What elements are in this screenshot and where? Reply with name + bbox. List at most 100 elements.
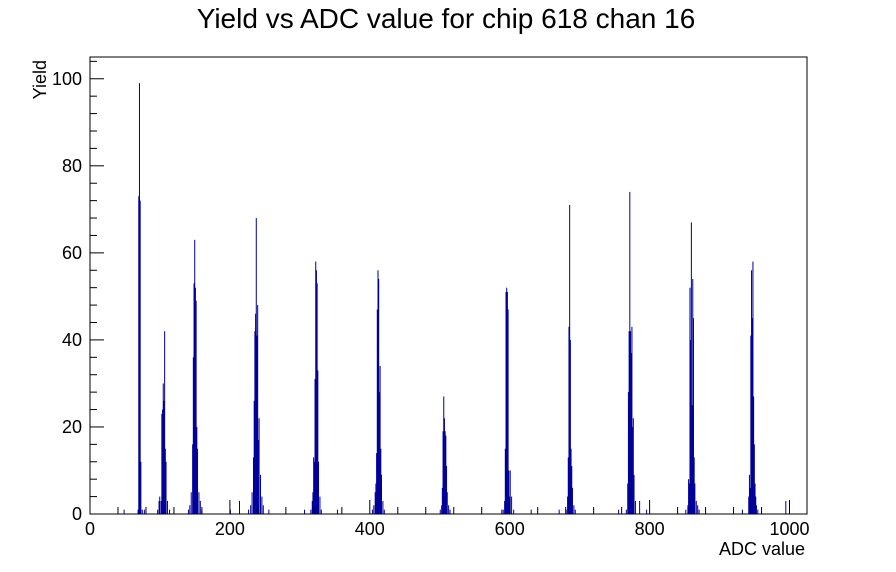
histogram-bar <box>255 313 257 514</box>
histogram-bar <box>755 505 757 514</box>
histogram-bar <box>530 509 532 514</box>
histogram-bar <box>444 431 446 514</box>
histogram-bar <box>750 335 752 514</box>
histogram-bar <box>509 470 511 514</box>
histogram-bar <box>511 496 513 514</box>
histogram-bar <box>252 457 254 514</box>
histogram-bar <box>507 309 509 514</box>
histogram-bar <box>513 509 515 514</box>
histogram-bar <box>196 426 198 514</box>
x-tick-label: 1000 <box>769 519 809 539</box>
histogram-bar <box>251 492 253 514</box>
histogram-bar <box>565 509 567 514</box>
histogram-bar <box>629 191 631 515</box>
histogram-bar <box>749 487 751 514</box>
y-tick-label: 0 <box>72 504 82 524</box>
histogram-bar <box>317 370 319 514</box>
x-tick-label: 0 <box>85 519 95 539</box>
histogram-bar <box>646 509 648 514</box>
histogram-bar <box>570 448 572 514</box>
histogram-bar <box>639 500 641 514</box>
axis-ticks: 0 200 400 600 800 1000 0 20 40 60 80 100 <box>52 60 810 539</box>
histogram-bar <box>567 457 569 514</box>
histogram-bar <box>753 396 755 514</box>
histogram-bar <box>692 318 694 514</box>
histogram-bar <box>194 239 196 515</box>
histogram-bar <box>753 444 755 514</box>
x-tick-label: 800 <box>635 519 665 539</box>
histogram-bar <box>313 461 315 514</box>
histogram-bar <box>314 379 316 514</box>
histogram-bar <box>165 461 167 514</box>
histogram-bar <box>628 331 630 514</box>
histogram-bar <box>748 496 750 514</box>
histogram-bar <box>141 509 143 514</box>
histogram-bar <box>379 366 381 514</box>
histogram-bar <box>785 500 787 514</box>
histogram-bar <box>123 509 125 514</box>
histogram-bar <box>625 509 627 514</box>
histogram-bar <box>446 466 448 514</box>
histogram-bar <box>757 509 759 514</box>
histogram-bar <box>376 309 378 514</box>
histogram-bar <box>630 352 632 514</box>
histogram-bar <box>618 509 620 514</box>
histogram-bar <box>257 440 259 514</box>
histogram-bar <box>631 326 633 514</box>
histogram-bar <box>312 492 314 514</box>
histogram-bar <box>380 448 382 514</box>
histogram-bar <box>160 500 162 514</box>
histogram-bar <box>139 200 141 514</box>
histogram-bar <box>632 418 634 514</box>
y-tick-label: 40 <box>62 330 82 350</box>
histogram-bar <box>574 509 576 514</box>
histogram-bar <box>439 509 441 514</box>
histogram-bar <box>502 509 504 514</box>
histogram-bar <box>382 500 384 514</box>
y-tick-label: 80 <box>62 156 82 176</box>
histogram-bar <box>569 204 571 515</box>
histogram-bar <box>689 287 691 514</box>
histogram-bar <box>441 487 443 514</box>
histogram-bar <box>256 335 258 514</box>
histogram-bar <box>698 509 700 514</box>
histogram-bar <box>627 392 629 514</box>
histogram-bar <box>378 278 380 514</box>
histogram-bar <box>569 339 571 514</box>
histogram-bar <box>319 496 321 514</box>
x-tick-label: 600 <box>495 519 525 539</box>
histogram-bar <box>383 509 385 514</box>
histogram-bar <box>255 218 257 515</box>
y-tick-label: 60 <box>62 243 82 263</box>
histogram-bar <box>375 483 377 514</box>
histogram-bar <box>505 292 507 514</box>
histogram-bar <box>501 509 503 514</box>
histogram-bar <box>751 270 753 514</box>
histogram-bar <box>187 509 189 514</box>
histogram-bar <box>508 470 510 514</box>
histogram-bar <box>693 457 695 514</box>
histogram-bar <box>443 418 445 514</box>
histogram-bar <box>685 509 687 514</box>
y-tick-label: 20 <box>62 417 82 437</box>
histogram-bar <box>446 492 448 514</box>
histogram-bar <box>254 331 256 514</box>
histogram-bar <box>315 270 317 514</box>
histogram-bar <box>257 305 259 514</box>
histogram-bar <box>506 287 508 514</box>
histogram-bar <box>633 474 635 514</box>
histogram-bar <box>197 448 199 514</box>
histogram-bar <box>378 392 380 514</box>
x-tick-label: 200 <box>215 519 245 539</box>
histogram-bar <box>194 287 196 514</box>
chart-title: Yield vs ADC value for chip 618 chan 16 <box>197 3 696 34</box>
histogram-bar <box>192 444 194 514</box>
histogram-bar <box>748 474 750 514</box>
histogram-bar <box>687 505 689 514</box>
histogram-bar <box>445 435 447 514</box>
histogram-bar <box>697 505 699 514</box>
histogram-bar <box>268 509 270 514</box>
histogram-bar <box>262 505 264 514</box>
histogram-bar <box>159 496 161 514</box>
histogram-bar <box>143 509 145 514</box>
